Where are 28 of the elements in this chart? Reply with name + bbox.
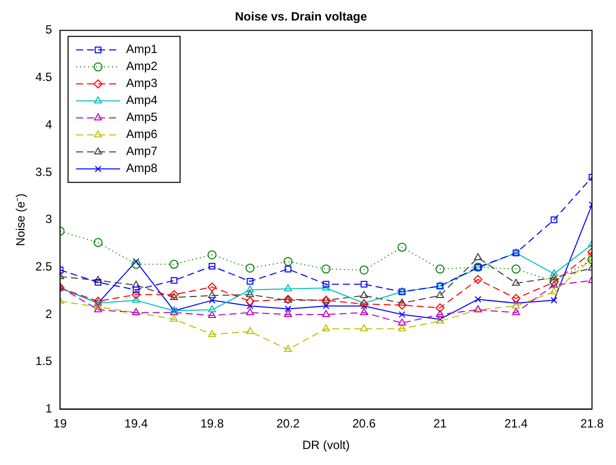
legend-label: Amp4	[126, 93, 158, 108]
y-tick-label: 4.5	[35, 70, 52, 84]
y-tick-label: 5	[45, 22, 52, 37]
legend-label: Amp5	[126, 110, 158, 124]
legend-label: Amp8	[126, 161, 158, 176]
x-tick-label: 21.4	[504, 416, 528, 431]
legend-label: Amp2	[126, 59, 158, 74]
x-tick-label: 20.6	[352, 416, 376, 431]
legend-label: Amp3	[126, 76, 158, 90]
x-axis-title: DR (volt)	[302, 438, 350, 452]
x-tick-label: 19	[53, 416, 68, 431]
x-tick-label: 19.4	[124, 416, 148, 431]
y-tick-label: 2	[45, 306, 52, 321]
x-tick-label: 19.8	[200, 416, 224, 431]
y-tick-label: 1.5	[35, 354, 52, 368]
x-tick-label: 20.2	[276, 416, 300, 431]
chart-title: Noise vs. Drain voltage	[234, 10, 368, 24]
x-tick-label: 21.8	[580, 416, 604, 431]
y-axis-title: Noise (e⁻)	[14, 193, 28, 246]
legend-label: Amp1	[126, 42, 158, 56]
y-tick-label: 3.5	[35, 164, 52, 179]
legend-label: Amp6	[126, 127, 158, 142]
y-tick-label: 1	[45, 402, 52, 416]
legend-label: Amp7	[126, 144, 158, 158]
y-tick-label: 4	[45, 117, 52, 132]
y-tick-label: 2.5	[35, 259, 52, 274]
x-tick-label: 21	[433, 416, 448, 431]
y-tick-label: 3	[45, 212, 52, 226]
